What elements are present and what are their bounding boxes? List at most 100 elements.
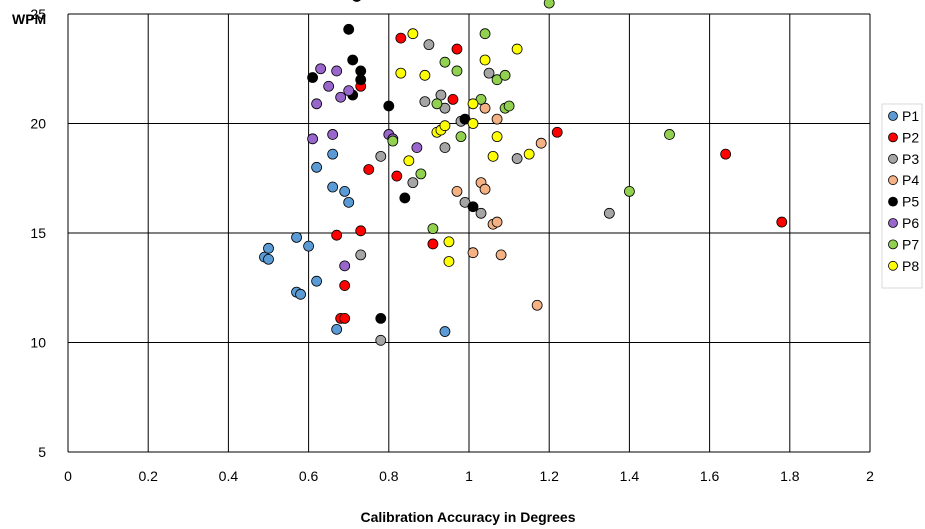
x-tick-label: 1.8 [780, 468, 800, 484]
legend-marker [888, 260, 898, 271]
data-point [395, 67, 407, 79]
data-point [431, 98, 443, 110]
data-point [535, 137, 547, 149]
y-tick-label: 10 [30, 335, 46, 351]
data-point [352, 0, 361, 2]
data-point [303, 240, 315, 252]
x-axis-title: Calibration Accuracy in Degrees [360, 509, 575, 525]
data-point [387, 135, 399, 147]
x-tick-label: 1.6 [700, 468, 720, 484]
x-tick-label: 0.6 [299, 468, 319, 484]
data-point [511, 43, 523, 55]
data-point [491, 216, 503, 228]
data-point [395, 32, 407, 44]
data-point [415, 168, 427, 180]
data-point [295, 288, 306, 300]
legend-marker [888, 153, 898, 164]
legend-marker [888, 196, 898, 207]
data-point [323, 80, 335, 92]
data-point [383, 100, 395, 112]
series-p5 [307, 0, 479, 324]
y-axis-title: WPM [12, 11, 46, 27]
data-point [327, 148, 339, 160]
y-tick-label: 15 [30, 225, 46, 241]
data-point [419, 69, 431, 81]
data-point [399, 192, 411, 204]
x-tick-label: 1.4 [620, 468, 640, 484]
series-p1 [259, 148, 451, 337]
x-tick-label: 2 [866, 468, 874, 484]
data-points [259, 0, 788, 346]
data-point [355, 225, 367, 237]
data-point [263, 242, 274, 254]
data-point [311, 98, 323, 110]
data-point [664, 129, 675, 140]
data-point [339, 260, 351, 272]
data-point [339, 280, 351, 291]
data-point [423, 39, 435, 51]
data-point [720, 148, 732, 160]
legend-marker [888, 111, 898, 121]
data-point [531, 299, 543, 311]
x-tick-label: 0.2 [138, 468, 158, 484]
data-point [347, 54, 359, 66]
data-point [427, 223, 439, 235]
data-point [451, 185, 463, 197]
data-point [331, 323, 343, 335]
legend-marker [888, 175, 898, 186]
data-point [375, 150, 387, 162]
data-point [327, 181, 339, 193]
y-tick-label: 5 [38, 444, 46, 460]
data-point [511, 153, 523, 164]
data-point [543, 0, 555, 9]
series-p3 [355, 39, 615, 346]
x-tick-label: 1.2 [539, 468, 559, 484]
data-point [443, 236, 455, 248]
legend-box [881, 103, 923, 289]
x-tick-label: 0 [64, 468, 72, 484]
data-point [355, 249, 367, 261]
data-point [467, 98, 479, 110]
data-point [467, 201, 479, 213]
y-tick-label: 25 [30, 6, 46, 22]
data-point [624, 185, 635, 197]
x-tick-label: 0.8 [379, 468, 399, 484]
data-point [603, 207, 615, 219]
data-point [523, 148, 535, 160]
x-tick-label: 0.4 [219, 468, 239, 484]
y-tick-labels: 5 10 15 20 25 [30, 6, 46, 460]
series-p8 [395, 28, 535, 267]
data-point [503, 100, 515, 112]
data-point [435, 89, 447, 101]
data-point [331, 229, 343, 241]
legend-label: P5 [902, 194, 919, 210]
data-point [551, 126, 563, 138]
series-p2 [331, 32, 788, 324]
data-point [343, 85, 355, 97]
data-point [439, 120, 451, 132]
data-point [331, 65, 343, 77]
data-point [311, 161, 323, 173]
legend-label: P1 [902, 108, 919, 124]
data-point [375, 313, 387, 324]
data-point [311, 275, 323, 287]
data-point [451, 65, 463, 77]
data-point [439, 326, 451, 337]
data-point [427, 238, 439, 250]
legend-label: P2 [902, 129, 919, 145]
grid-lines [67, 13, 871, 453]
data-point [776, 216, 788, 228]
data-point [475, 207, 487, 219]
data-point [451, 43, 463, 55]
data-point [483, 67, 495, 79]
data-point [479, 183, 491, 195]
legend-label: P7 [902, 236, 919, 252]
data-point [491, 131, 503, 143]
data-point [307, 133, 319, 145]
data-point [487, 150, 499, 162]
data-point [263, 253, 274, 265]
data-point [407, 177, 419, 189]
data-point [355, 74, 367, 86]
data-point [491, 113, 503, 125]
